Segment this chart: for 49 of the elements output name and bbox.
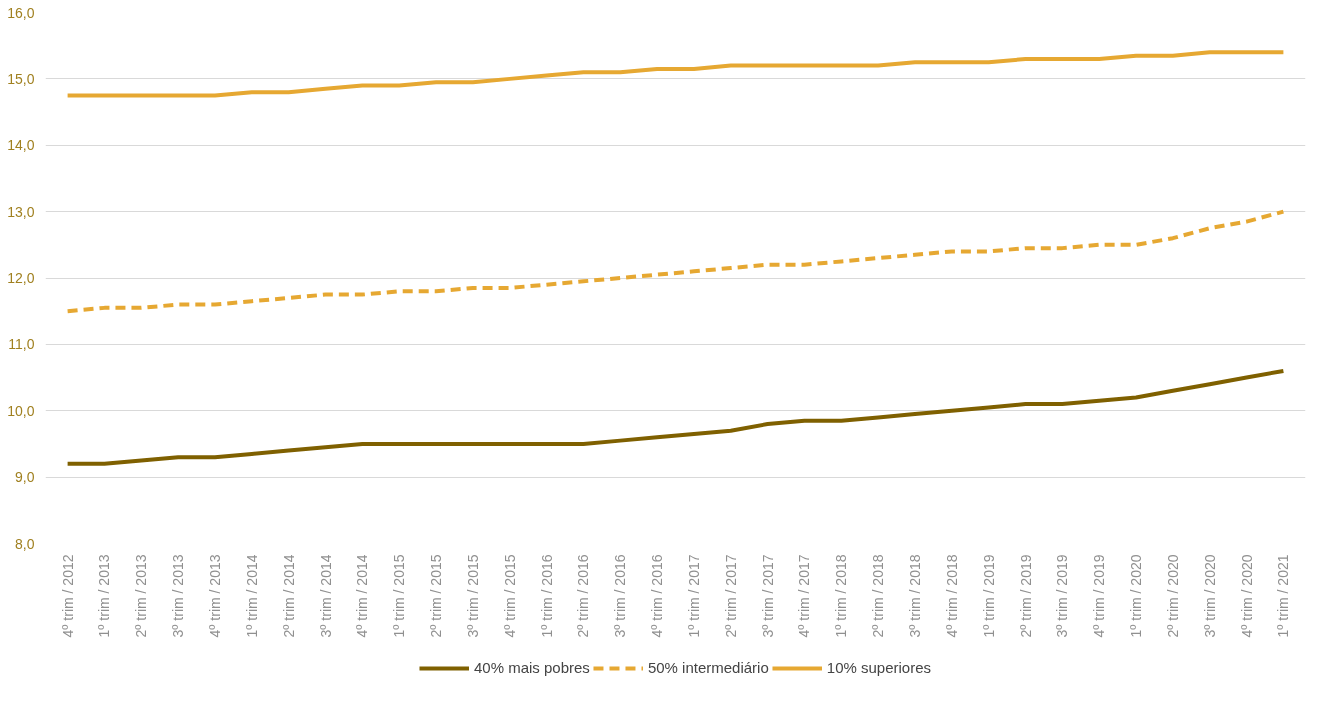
x-tick-label: 1º trim / 2013 bbox=[96, 554, 113, 638]
y-tick-label: 14,0 bbox=[7, 137, 35, 154]
x-tick-label: 2º trim / 2013 bbox=[133, 554, 150, 638]
legend-label: 10% superiores bbox=[826, 659, 932, 676]
x-tick-label: 2º trim / 2019 bbox=[1017, 554, 1034, 638]
x-tick-label: 2º trim / 2015 bbox=[428, 554, 445, 638]
x-tick-label: 3º trim / 2013 bbox=[170, 554, 187, 638]
x-tick-label: 4º trim / 2015 bbox=[501, 554, 518, 638]
y-tick-label: 16,0 bbox=[7, 4, 35, 21]
x-tick-label: 4º trim / 2016 bbox=[649, 554, 666, 638]
x-tick-label: 4º trim / 2017 bbox=[796, 554, 813, 638]
legend-label: 40% mais pobres bbox=[473, 659, 590, 676]
x-tick-label: 1º trim / 2019 bbox=[980, 554, 997, 638]
x-tick-label: 4º trim / 2012 bbox=[59, 554, 76, 638]
line-series bbox=[65, 368, 1286, 466]
x-tick-label: 1º trim / 2015 bbox=[391, 554, 408, 638]
legend-label: 50% intermediário bbox=[647, 659, 769, 676]
x-tick-label: 1º trim / 2014 bbox=[243, 554, 260, 638]
x-tick-label: 4º trim / 2019 bbox=[1091, 554, 1108, 638]
x-tick-label: 3º trim / 2016 bbox=[612, 554, 629, 638]
y-tick-label: 9,0 bbox=[15, 469, 35, 486]
x-tick-label: 2º trim / 2016 bbox=[575, 554, 592, 638]
x-tick-label: 1º trim / 2020 bbox=[1128, 554, 1145, 638]
x-tick-label: 3º trim / 2014 bbox=[317, 554, 334, 638]
y-tick-label: 11,0 bbox=[8, 336, 35, 353]
x-tick-label: 4º trim / 2020 bbox=[1238, 554, 1255, 638]
x-tick-label: 3º trim / 2020 bbox=[1201, 554, 1218, 638]
y-tick-label: 12,0 bbox=[7, 270, 35, 286]
x-tick-label: 1º trim / 2017 bbox=[685, 554, 702, 638]
x-tick-label: 1º trim / 2016 bbox=[538, 554, 555, 638]
x-tick-label: 2º trim / 2017 bbox=[722, 554, 739, 638]
x-tick-label: 4º trim / 2018 bbox=[943, 554, 960, 638]
x-tick-label: 4º trim / 2014 bbox=[354, 554, 371, 638]
x-tick-label: 3º trim / 2015 bbox=[464, 554, 481, 638]
x-tick-label: 1º trim / 2018 bbox=[833, 554, 850, 638]
x-tick-label: 2º trim / 2020 bbox=[1164, 554, 1181, 638]
x-tick-label: 3º trim / 2019 bbox=[1054, 554, 1071, 638]
x-tick-label: 3º trim / 2017 bbox=[759, 554, 776, 638]
y-tick-label: 13,0 bbox=[7, 203, 35, 220]
y-tick-label: 10,0 bbox=[7, 402, 35, 419]
x-tick-label: 2º trim / 2014 bbox=[280, 554, 297, 638]
y-tick-label: 15,0 bbox=[7, 70, 35, 87]
x-tick-label: 2º trim / 2018 bbox=[870, 554, 887, 638]
x-tick-label: 4º trim / 2013 bbox=[206, 554, 223, 638]
x-tick-label: 3º trim / 2018 bbox=[906, 554, 923, 638]
y-tick-label: 8,0 bbox=[15, 535, 35, 552]
x-tick-label: 1º trim / 2021 bbox=[1275, 554, 1292, 638]
line-series bbox=[65, 209, 1286, 314]
line-series bbox=[65, 50, 1286, 98]
